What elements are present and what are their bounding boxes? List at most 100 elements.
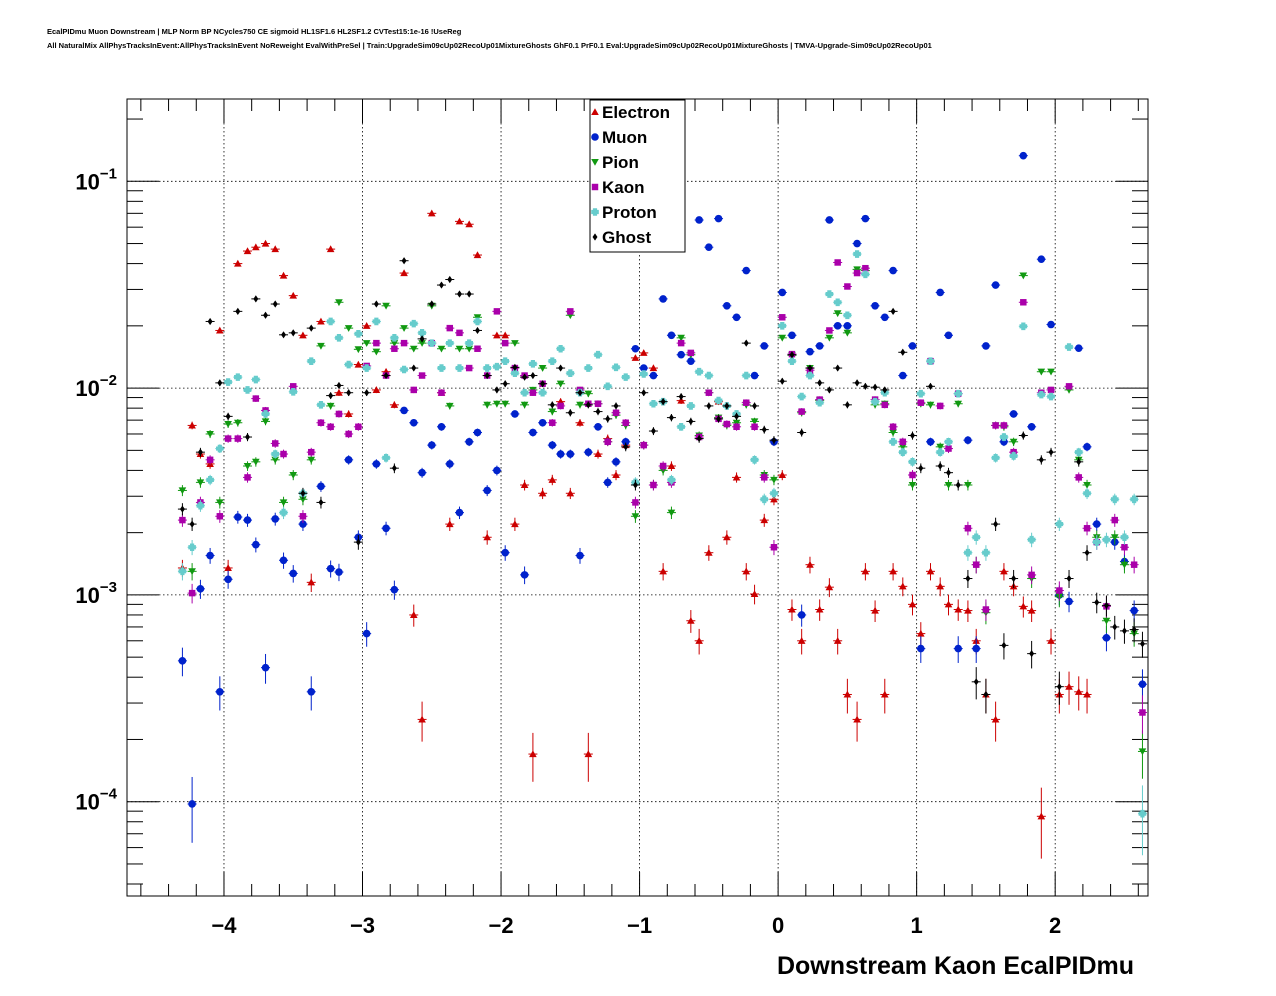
legend-label-ghost: Ghost <box>602 228 651 247</box>
kaon-point <box>501 339 509 347</box>
muon-point <box>584 448 593 456</box>
proton-point <box>372 317 381 326</box>
muon-point <box>1138 680 1147 689</box>
kaon-point <box>327 423 334 431</box>
muon-point <box>778 288 787 297</box>
pion-point <box>908 481 917 489</box>
electron-point <box>483 533 491 541</box>
muon-point <box>289 569 298 578</box>
electron-point <box>493 331 501 339</box>
electron-point <box>797 636 806 644</box>
kaon-point <box>549 419 556 426</box>
kaon-point <box>761 474 768 481</box>
electron-point <box>576 418 584 426</box>
muon-point <box>1083 443 1091 451</box>
electron-point <box>750 590 759 598</box>
ghost-point <box>844 401 850 409</box>
ghost-point <box>281 331 287 339</box>
pion-point <box>224 421 232 428</box>
proton-point <box>770 489 778 498</box>
pion-point <box>576 401 584 409</box>
pion-point <box>853 266 861 274</box>
electron-point <box>243 247 252 255</box>
pion-point <box>584 390 593 398</box>
ghost-point <box>826 386 832 394</box>
proton-point <box>1009 452 1018 460</box>
kaon-point <box>179 516 186 524</box>
proton-point <box>390 334 399 342</box>
kaon-point <box>456 329 463 337</box>
electron-point <box>917 629 925 637</box>
pion-point <box>390 340 399 347</box>
kaon-point <box>446 324 454 332</box>
ghost-point <box>900 348 906 356</box>
electron-point <box>639 349 648 356</box>
ghost-point <box>706 402 712 410</box>
proton-point <box>196 501 205 510</box>
electron-point <box>188 421 196 429</box>
kaon-point <box>889 423 897 431</box>
muon-point <box>871 302 879 310</box>
ghost-point <box>613 402 619 410</box>
muon-point <box>797 611 806 619</box>
ghost-point <box>955 481 961 489</box>
electron-point <box>307 578 316 586</box>
kaon-point <box>687 349 695 357</box>
pion-point <box>770 476 778 484</box>
proton-point <box>954 389 963 398</box>
ghost-point <box>475 326 480 335</box>
ghost-point <box>779 377 785 385</box>
electron-point <box>594 450 602 458</box>
ghost-point <box>771 436 777 444</box>
proton-point <box>362 364 371 372</box>
pion-point <box>1037 368 1046 376</box>
electron-point <box>833 636 842 644</box>
pion-point <box>326 402 335 410</box>
pion-point <box>437 345 446 353</box>
electron-point <box>705 548 713 556</box>
muon-point <box>944 331 953 340</box>
proton-point <box>548 357 557 365</box>
proton-point <box>760 495 769 504</box>
proton-point <box>326 317 335 326</box>
electron-point <box>271 245 280 253</box>
proton-point <box>936 448 944 456</box>
pion-point <box>1102 617 1111 625</box>
proton-point <box>1138 809 1147 818</box>
muon-point <box>631 344 640 353</box>
pion-point <box>520 401 529 409</box>
pion-point <box>825 334 834 342</box>
ghost-point <box>207 317 213 326</box>
pion-point <box>501 400 509 408</box>
ghost-point <box>835 364 841 372</box>
proton-point <box>335 334 343 342</box>
pion-point <box>483 401 491 409</box>
electron-point <box>473 251 482 259</box>
muon-point <box>659 295 667 303</box>
electron-point <box>529 750 537 758</box>
proton-point <box>944 437 953 446</box>
kaon-point <box>1083 525 1091 532</box>
ghost-point <box>1048 448 1054 456</box>
proton-point <box>964 548 972 557</box>
kaon-point <box>1075 474 1082 481</box>
muon-point <box>382 524 390 533</box>
electron-point <box>954 605 963 613</box>
ghost-point <box>854 379 860 387</box>
pion-point <box>833 310 842 318</box>
pion-point <box>1110 534 1119 542</box>
kaon-point <box>1056 587 1063 594</box>
electron-point <box>344 410 353 417</box>
proton-point <box>742 371 751 380</box>
ghost-point <box>225 412 231 420</box>
pion-point <box>465 345 473 353</box>
ghost-point <box>290 329 296 337</box>
muon-point <box>437 422 446 431</box>
proton-point <box>437 364 446 372</box>
pion-point <box>261 418 270 426</box>
muon-point <box>1092 520 1101 528</box>
kaon-point <box>1020 299 1027 306</box>
kaon-point <box>798 408 805 415</box>
kaon-point <box>1130 561 1138 568</box>
electron-point <box>548 476 557 483</box>
